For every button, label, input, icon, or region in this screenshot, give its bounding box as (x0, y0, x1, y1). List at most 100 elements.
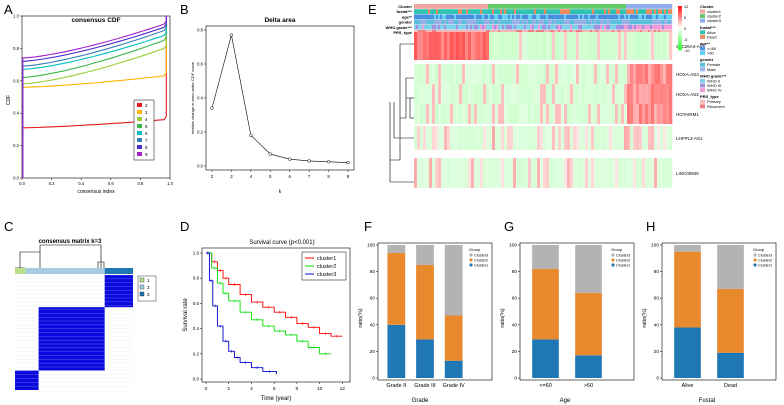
chart-e-annotation-cell (598, 14, 601, 20)
chart-e-annotation-cell (646, 14, 649, 20)
chart-e-annotation-cell (606, 14, 609, 20)
chart-e-heat-cell (609, 64, 613, 84)
chart-e-heat-cell (576, 64, 580, 84)
chart-e-heat-cell (657, 104, 661, 124)
chart-e-annotation-cell (594, 4, 597, 9)
chart-b-point (307, 159, 311, 163)
chart-e-heat-cell (654, 84, 658, 104)
chart-e-heat-cell (585, 126, 589, 150)
chart-e-annotation-cell (670, 4, 673, 9)
chart-a-legend-label-7: 7 (145, 138, 148, 143)
chart-e-annotation-cell (658, 24, 661, 30)
chart-e-annotation-cell (584, 4, 587, 9)
chart-e-heat-cell (528, 32, 532, 60)
chart-e-annotation-cell (664, 24, 667, 30)
chart-e-annotation-cell (424, 24, 427, 30)
chart-e-annotation-cell (652, 19, 655, 25)
chart-e-annotation-cell (568, 24, 571, 30)
chart-e-annotation-cell (432, 19, 435, 25)
chart-e-heat-cell (429, 104, 433, 124)
chart-e-heat-cell (558, 84, 562, 104)
chart-e-heat-cell (648, 126, 652, 150)
chart-g-ytick-label: 0 (514, 376, 517, 382)
chart-e-heat-cell (501, 32, 505, 60)
chart-h-legend-label: Cluster3 (758, 254, 772, 258)
chart-e-heat-cell (648, 158, 652, 188)
chart-e-annotation-cell (642, 4, 645, 9)
chart-e-heat-cell (417, 84, 421, 104)
chart-e-annotation-cell (626, 24, 629, 30)
chart-e-annotation-cell (638, 4, 641, 9)
chart-e-heat-cell (465, 84, 469, 104)
chart-e-annotation-cell (632, 24, 635, 30)
chart-e-annotation-cell (472, 14, 475, 20)
chart-e-annotation-cell (546, 19, 549, 25)
chart-e-annotation-cell (656, 4, 659, 9)
chart-e-heat-cell (420, 126, 424, 150)
chart-f-legend-dot (469, 263, 473, 267)
chart-h-bar-segment (674, 327, 701, 378)
chart-e-annotation-cell (594, 9, 597, 14)
chart-e-annotation-cell (602, 19, 605, 25)
chart-e-heat-cell (444, 104, 448, 124)
chart-e-annotation-cell (486, 4, 489, 9)
chart-e-annotation-cell (518, 19, 521, 25)
chart-e-annotation-cell (526, 9, 529, 14)
chart-e-annotation-cell (436, 24, 439, 30)
chart-e-annotation-cell (668, 24, 671, 30)
chart-e-annotation-cell (494, 14, 497, 20)
chart-e-annotation-cell (666, 14, 669, 20)
chart-g-category-label: >60 (584, 383, 593, 389)
chart-e-heat-cell (495, 84, 499, 104)
chart-e-annotation-cell (518, 9, 521, 14)
chart-e-annotation-cell (460, 14, 463, 20)
chart-e-heat-cell (519, 104, 523, 124)
chart-e-heat-cell (516, 126, 520, 150)
chart-e-heat-cell (630, 64, 634, 84)
chart-e-annotation-cell (616, 9, 619, 14)
chart-e-annotation-cell (480, 4, 483, 9)
chart-e-heat-cell (456, 126, 460, 150)
chart-e-heat-cell (489, 158, 493, 188)
chart-e-annotation-cell (458, 4, 461, 9)
chart-e-annotation-cell (434, 9, 437, 14)
chart-a-ytick-label: 0.0 (13, 176, 19, 181)
chart-e-annotation-cell (510, 19, 513, 25)
chart-e-heat-cell (525, 64, 529, 84)
chart-e-annotation-cell (578, 9, 581, 14)
chart-g-legend-label: Cluster1 (616, 264, 630, 268)
chart-e-heat-cell (417, 64, 421, 84)
chart-e-heat-cell (558, 64, 562, 84)
chart-e-annotation-cell (584, 19, 587, 25)
chart-e-annotation-cell (624, 24, 627, 30)
chart-e-heat-cell (588, 64, 592, 84)
chart-e-annotation-cell (628, 9, 631, 14)
chart-e-heat-cell (651, 84, 655, 104)
chart-e-annotation-cell (600, 14, 603, 20)
chart-e-heat-cell (600, 126, 604, 150)
chart-e-annotation-cell (606, 19, 609, 25)
chart-e-annotation-cell (624, 4, 627, 9)
chart-e-annotation-cell (654, 14, 657, 20)
chart-e-annotation-cell (648, 4, 651, 9)
chart-e-annotation-cell (510, 24, 513, 30)
chart-e-heat-cell (531, 126, 535, 150)
chart-e-heat-cell (582, 84, 586, 104)
chart-g-legend-label: Cluster2 (616, 259, 630, 263)
chart-e-annotation-cell (592, 24, 595, 30)
chart-e-annotation-cell (566, 19, 569, 25)
chart-e-annotation-cell (496, 19, 499, 25)
chart-e-annotation-cell (502, 9, 505, 14)
chart-e-annotation-cell (584, 14, 587, 20)
chart-e-heat-cell (435, 84, 439, 104)
chart-a-ytick-label: 1.0 (13, 14, 19, 19)
chart-f-ytick-label: 100 (367, 243, 375, 249)
chart-e-annotation-cell (658, 4, 661, 9)
chart-f-bar-segment (416, 339, 434, 378)
chart-e-annotation-cell (440, 19, 443, 25)
chart-e-annotation-cell (578, 4, 581, 9)
chart-e-annotation-cell (522, 24, 525, 30)
chart-e-annotation-cell (430, 19, 433, 25)
chart-e-heat-cell (453, 84, 457, 104)
chart-e-annotation-cell (504, 4, 507, 9)
